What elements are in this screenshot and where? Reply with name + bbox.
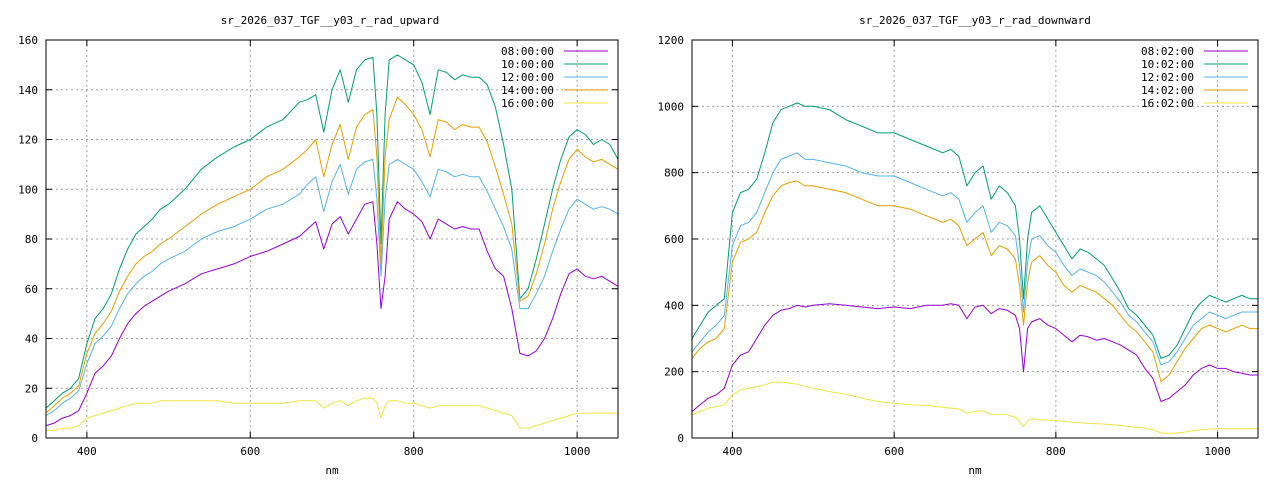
y-tick-label: 800 xyxy=(664,167,684,180)
legend-entry-label: 16:02:00 xyxy=(1141,97,1194,110)
y-tick-label: 400 xyxy=(664,299,684,312)
legend-entry-label: 08:02:00 xyxy=(1141,45,1194,58)
x-tick-label: 1000 xyxy=(564,445,591,458)
x-tick-label: 600 xyxy=(240,445,260,458)
y-tick-label: 120 xyxy=(18,134,38,147)
series-line-08:00:00 xyxy=(45,201,619,427)
downward-radiance-chart: sr_2026_037_TGF__y03_r_rad_downward 0 200… xyxy=(658,14,1259,477)
x-axis-label: nm xyxy=(968,464,982,477)
y-tick-label: 80 xyxy=(25,233,38,246)
x-tick-label: 1000 xyxy=(1204,445,1231,458)
x-tick-label: 600 xyxy=(884,445,904,458)
plot-frame xyxy=(45,39,619,439)
legend-entry-label: 14:02:00 xyxy=(1141,84,1194,97)
x-tick-label: 800 xyxy=(404,445,424,458)
legend-entry-label: 08:00:00 xyxy=(501,45,554,58)
y-tick-label: 600 xyxy=(664,233,684,246)
legend-entry-label: 12:02:00 xyxy=(1141,71,1194,84)
chart-title: sr_2026_037_TGF__y03_r_rad_upward xyxy=(221,14,440,27)
upward-radiance-chart: sr_2026_037_TGF__y03_r_rad_upward 0 20 40 6… xyxy=(18,14,619,477)
legend-entry-label: 16:00:00 xyxy=(501,97,554,110)
series-line-12:02:00 xyxy=(691,152,1258,366)
y-tick-label: 1000 xyxy=(658,100,685,113)
y-tick-label: 200 xyxy=(664,366,684,379)
series-line-10:02:00 xyxy=(691,102,1258,359)
y-tick-label: 40 xyxy=(25,333,38,346)
series-line-10:00:00 xyxy=(45,54,619,409)
series-line-08:02:00 xyxy=(691,303,1258,412)
x-tick-label: 400 xyxy=(722,445,742,458)
series-line-16:00:00 xyxy=(46,397,618,431)
y-tick-label: 60 xyxy=(25,283,38,296)
legend-entry-label: 10:02:00 xyxy=(1141,58,1194,71)
series-line-12:00:00 xyxy=(45,158,619,417)
legend-entry-label: 10:00:00 xyxy=(501,58,554,71)
series-line-16:02:00 xyxy=(691,381,1258,434)
y-tick-label: 0 xyxy=(31,432,38,445)
y-tick-label: 100 xyxy=(18,183,38,196)
legend-entry-label: 14:00:00 xyxy=(501,84,554,97)
series-line-14:00:00 xyxy=(45,96,619,414)
chart-title: sr_2026_037_TGF__y03_r_rad_downward xyxy=(859,14,1091,27)
y-tick-label: 140 xyxy=(18,84,38,97)
y-tick-label: 20 xyxy=(25,382,38,395)
x-axis-label: nm xyxy=(325,464,339,477)
y-tick-label: 0 xyxy=(677,432,684,445)
x-tick-label: 800 xyxy=(1046,445,1066,458)
x-tick-label: 400 xyxy=(77,445,97,458)
plot-frame xyxy=(691,39,1259,439)
y-tick-label: 160 xyxy=(18,34,38,47)
y-tick-label: 1200 xyxy=(658,34,685,47)
series-line-14:02:00 xyxy=(691,180,1258,383)
legend-entry-label: 12:00:00 xyxy=(501,71,554,84)
